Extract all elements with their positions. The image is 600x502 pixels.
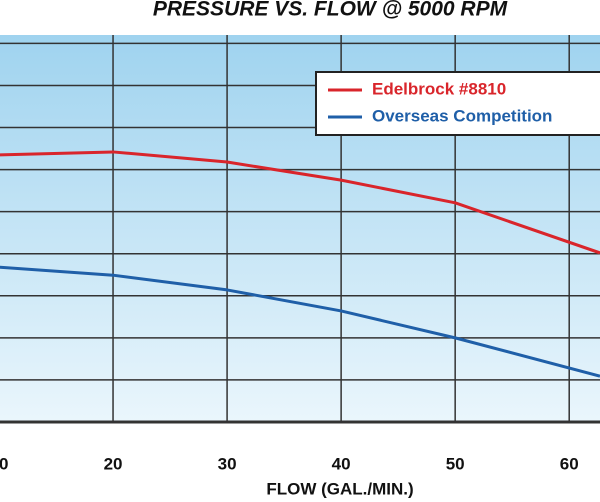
legend-label: Edelbrock #8810 (372, 79, 506, 98)
legend-box (315, 71, 600, 136)
x-tick-label: 20 (104, 454, 123, 473)
legend-label: Overseas Competition (372, 106, 552, 125)
x-axis-label: FLOW (GAL./MIN.) (266, 479, 413, 498)
x-tick-label: 50 (446, 454, 465, 473)
x-tick-label: 40 (332, 454, 351, 473)
x-tick-label: 60 (560, 454, 579, 473)
x-tick-label: 10 (0, 454, 8, 473)
x-tick-label: 30 (218, 454, 237, 473)
chart-title: PRESSURE VS. FLOW @ 5000 RPM (153, 0, 508, 21)
plot: 10 20 30 40 50 60 Edelbrock #8810 Overseas Comp… (0, 35, 600, 473)
legend: Edelbrock #8810 Overseas Competition (315, 71, 600, 136)
series-line (0, 150, 600, 255)
series-line (0, 265, 600, 378)
